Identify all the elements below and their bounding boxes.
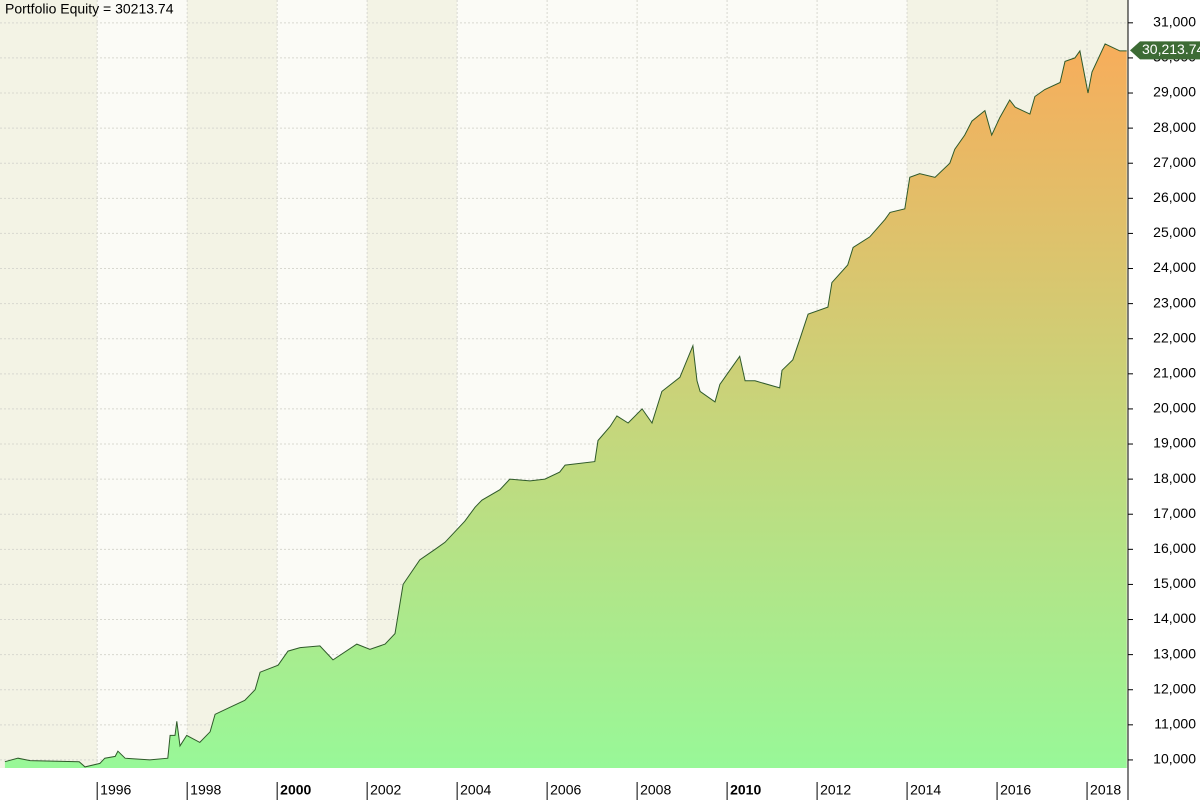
last-value-badge	[1130, 41, 1200, 60]
x-tick-label: 2014	[910, 782, 941, 798]
y-tick-label: 11,000	[1154, 716, 1196, 732]
y-tick-label: 14,000	[1153, 610, 1196, 626]
y-tick-label: 22,000	[1153, 329, 1196, 345]
y-tick-label: 15,000	[1153, 575, 1196, 591]
x-tick-label: 1998	[190, 782, 221, 798]
axes: 10,000 11,000 12,000 13,000 14,000 15,000 16,0…	[96, 14, 1200, 800]
last-value-label: 30,213.74	[1142, 41, 1200, 57]
chart-title: Portfolio Equity = 30213.74	[5, 1, 174, 17]
x-tick-label: 2012	[820, 782, 851, 798]
y-tick-label: 24,000	[1153, 259, 1196, 275]
y-tick-label: 16,000	[1153, 540, 1196, 556]
equity-line	[4, 43, 1127, 768]
plot-band	[0, 0, 97, 768]
plot	[4, 43, 1127, 768]
y-tick-label: 26,000	[1153, 189, 1196, 205]
x-tick-label: 2016	[1000, 782, 1031, 798]
y-tick-label: 13,000	[1153, 645, 1196, 661]
plot-band	[187, 0, 277, 768]
y-tick-label: 10,000	[1153, 751, 1196, 767]
x-tick-label: 2008	[640, 782, 671, 798]
x-tick-label: 1996	[100, 782, 131, 798]
y-tick-label: 25,000	[1153, 224, 1196, 240]
y-tick-label: 21,000	[1153, 365, 1196, 381]
y-tick-label: 28,000	[1153, 119, 1196, 135]
x-tick-label: 2006	[550, 782, 581, 798]
y-tick-label: 17,000	[1153, 505, 1196, 521]
x-tick-label: 2018	[1090, 782, 1121, 798]
y-tick-label: 12,000	[1153, 680, 1196, 696]
y-tick-label: 18,000	[1153, 470, 1196, 486]
y-tick-label: 23,000	[1153, 294, 1196, 310]
y-tick-label: 20,000	[1153, 400, 1196, 416]
y-tick-label: 31,000	[1153, 14, 1196, 30]
y-tick-label: 29,000	[1153, 84, 1196, 100]
x-tick-label: 2010	[730, 782, 761, 798]
x-tick-label: 2004	[460, 782, 491, 798]
x-tick-label: 2000	[280, 782, 311, 798]
y-tick-label: 27,000	[1153, 154, 1196, 170]
x-tick-label: 2002	[370, 782, 401, 798]
y-tick-label: 19,000	[1153, 435, 1196, 451]
equity-fill	[4, 43, 1127, 768]
